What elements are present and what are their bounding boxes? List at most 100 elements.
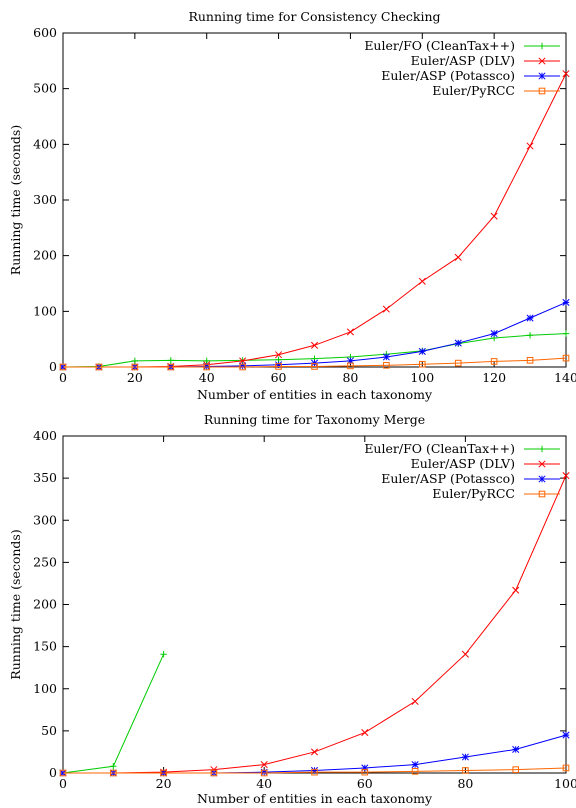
y-axis-label: Running time (seconds) — [8, 529, 23, 679]
data-point — [562, 70, 570, 78]
data-point — [310, 748, 319, 756]
x-tick-label: 120 — [482, 370, 506, 385]
data-point — [260, 769, 268, 777]
x-tick-label: 140 — [554, 370, 576, 385]
data-point — [526, 314, 534, 322]
data-point — [562, 764, 570, 772]
y-tick-label: 500 — [33, 81, 57, 96]
data-point — [461, 753, 469, 761]
legend-marker — [538, 57, 546, 65]
series-euler-pyrcc — [59, 764, 570, 777]
series-euler-pyrcc — [59, 354, 570, 371]
x-tick-label: 80 — [342, 370, 358, 385]
data-point — [210, 766, 218, 774]
data-point — [411, 761, 419, 769]
y-tick-label: 100 — [33, 303, 57, 318]
legend-marker — [538, 87, 546, 95]
legend-marker — [538, 490, 546, 498]
data-point — [361, 729, 369, 737]
data-point — [418, 360, 426, 368]
data-point — [275, 361, 283, 369]
data-point — [382, 305, 390, 313]
data-point — [490, 330, 498, 338]
data-point — [383, 362, 390, 369]
series-line — [62, 654, 165, 774]
x-tick-label: 60 — [271, 370, 287, 385]
data-point — [160, 769, 167, 777]
x-axis-label: Number of entities in each taxonomy — [197, 387, 433, 402]
y-tick-label: 0 — [49, 359, 57, 374]
y-tick-label: 0 — [49, 765, 57, 780]
data-point — [562, 354, 570, 362]
y-tick-label: 50 — [41, 723, 57, 738]
legend-label: Euler/FO (CleanTax++) — [364, 441, 515, 456]
x-tick-label: 0 — [59, 370, 67, 385]
y-tick-label: 150 — [33, 639, 57, 654]
series-euler-asp-dlv — [59, 472, 570, 777]
data-point — [167, 357, 174, 364]
data-point — [110, 769, 117, 777]
legend-marker — [538, 475, 546, 483]
data-point — [311, 363, 318, 370]
series-line — [63, 475, 567, 774]
data-point — [239, 362, 247, 370]
data-point — [203, 357, 210, 365]
data-point — [347, 362, 354, 370]
data-point — [454, 253, 462, 261]
legend-marker — [538, 72, 546, 80]
x-tick-label: 60 — [357, 776, 373, 791]
data-point — [512, 766, 520, 773]
x-tick-label: 40 — [256, 776, 272, 791]
data-point — [346, 328, 354, 336]
y-axis-label: Running time (seconds) — [8, 125, 23, 275]
data-point — [526, 142, 534, 150]
data-point — [461, 650, 469, 658]
data-point — [346, 357, 354, 365]
y-tick-label: 250 — [33, 554, 57, 569]
data-point — [310, 359, 319, 367]
y-tick-label: 200 — [33, 597, 57, 612]
data-point — [310, 766, 319, 775]
legend-label: Euler/ASP (Potassco) — [381, 471, 515, 486]
chart-title: Running time for Taxonomy Merge — [204, 412, 425, 427]
x-tick-label: 40 — [199, 370, 215, 385]
data-point — [203, 362, 211, 370]
legend-marker — [538, 42, 546, 50]
legend-label: Euler/ASP (DLV) — [411, 456, 515, 471]
data-point — [203, 363, 211, 371]
data-point — [311, 768, 318, 776]
data-point — [160, 651, 167, 658]
series-line — [63, 767, 567, 774]
y-tick-label: 100 — [33, 681, 57, 696]
data-point — [526, 357, 534, 364]
y-tick-label: 200 — [33, 248, 57, 263]
data-point — [131, 357, 139, 365]
x-tick-label: 20 — [156, 776, 172, 791]
data-point — [382, 353, 390, 361]
data-point — [260, 768, 268, 776]
data-point — [562, 472, 570, 480]
data-point — [418, 277, 426, 285]
data-point — [562, 298, 570, 306]
y-tick-label: 350 — [33, 470, 57, 485]
x-tick-label: 100 — [410, 370, 434, 385]
legend-label: Euler/PyRCC — [432, 486, 515, 501]
data-point — [95, 363, 103, 371]
data-point — [310, 341, 319, 349]
consistency-checking-chart: Running time for Consistency Checking Num… — [8, 9, 576, 402]
data-point — [110, 763, 117, 770]
series-line — [63, 357, 567, 368]
y-tick-label: 300 — [33, 512, 57, 527]
y-tick-label: 400 — [33, 136, 57, 151]
x-axis-label: Number of entities in each taxonomy — [197, 791, 433, 806]
data-point — [462, 767, 469, 774]
data-point — [210, 769, 218, 777]
data-point — [512, 745, 520, 753]
y-tick-label: 600 — [33, 25, 57, 40]
data-point — [260, 761, 268, 769]
x-tick-label: 0 — [59, 776, 67, 791]
data-point — [411, 697, 419, 705]
data-point — [275, 351, 283, 359]
data-point — [526, 332, 534, 339]
